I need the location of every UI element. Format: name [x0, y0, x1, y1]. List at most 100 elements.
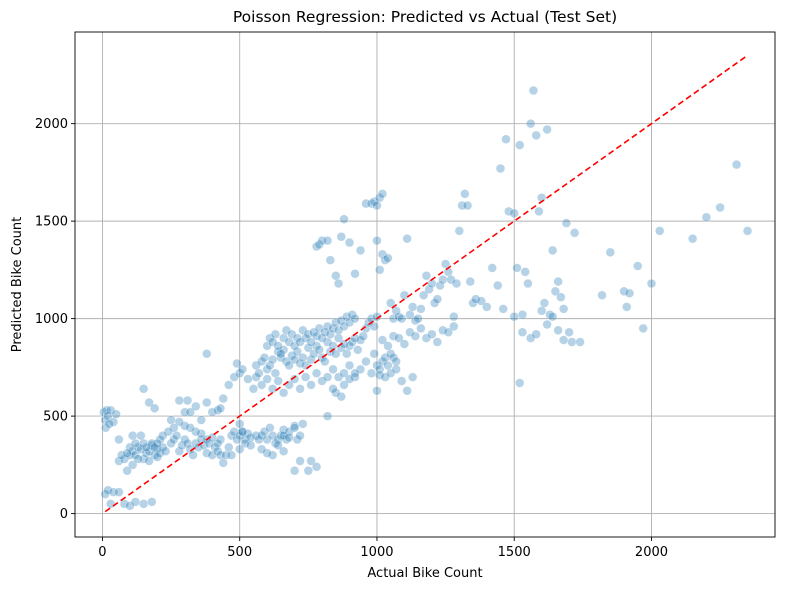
data-point [270, 368, 281, 378]
data-point [273, 376, 283, 386]
data-point [646, 278, 657, 289]
data-point [273, 440, 283, 451]
data-point [333, 372, 344, 382]
data-point [355, 364, 366, 374]
data-point [504, 206, 514, 217]
data-point [731, 159, 742, 170]
data-point [235, 419, 245, 429]
data-point [539, 298, 550, 308]
data-point [424, 284, 434, 295]
data-point [207, 407, 217, 417]
x-tick-label: 0 [98, 545, 106, 560]
data-point [262, 448, 272, 458]
data-point [687, 234, 698, 244]
data-point [246, 440, 256, 451]
data-point [298, 419, 308, 429]
data-point [136, 430, 146, 441]
data-point [556, 292, 566, 302]
data-point [106, 405, 116, 415]
data-point [512, 263, 522, 273]
data-point [715, 202, 725, 213]
data-point [344, 360, 355, 371]
data-point [531, 130, 541, 140]
data-point [298, 352, 308, 363]
data-point [336, 391, 346, 402]
y-tick-label: 500 [43, 410, 68, 425]
data-point [188, 450, 198, 460]
data-point [229, 372, 239, 382]
data-point [542, 124, 552, 135]
y-axis-label: Predicted Bike Count [10, 217, 25, 353]
data-point [465, 276, 475, 287]
data-point [191, 427, 201, 437]
data-point [487, 263, 497, 273]
data-point [358, 331, 368, 341]
data-point [742, 226, 753, 236]
data-point [383, 360, 393, 371]
data-point [281, 325, 292, 335]
data-point [394, 333, 404, 343]
x-tick-label: 500 [227, 545, 252, 560]
data-point [306, 456, 316, 466]
data-point [476, 296, 486, 306]
data-point [182, 438, 193, 449]
data-point [547, 312, 558, 322]
data-point [138, 499, 149, 509]
data-point [314, 345, 324, 355]
data-point [117, 450, 127, 460]
data-point [355, 245, 366, 256]
data-point [515, 140, 525, 150]
data-point [138, 454, 149, 464]
data-point [558, 304, 569, 314]
grid [75, 32, 775, 537]
data-point [265, 360, 275, 371]
data-point [339, 380, 349, 390]
data-point [270, 329, 281, 339]
data-point [561, 218, 572, 228]
data-point [306, 380, 316, 390]
data-point [547, 245, 558, 256]
data-point [122, 448, 132, 458]
data-point [399, 290, 410, 300]
data-point [361, 356, 371, 367]
data-point [180, 421, 190, 431]
data-point [306, 354, 316, 365]
data-point [328, 323, 338, 334]
data-point [391, 306, 401, 316]
data-point [333, 333, 344, 343]
data-point [462, 200, 473, 211]
data-point [317, 333, 327, 343]
data-point [284, 360, 294, 371]
data-point [262, 374, 272, 384]
data-point [278, 388, 289, 398]
data-point [550, 286, 561, 296]
data-point [196, 429, 206, 439]
data-point [322, 235, 333, 246]
data-point [372, 386, 382, 396]
data-point [174, 446, 184, 456]
data-point [289, 374, 300, 384]
data-point [449, 321, 459, 332]
data-point [166, 415, 176, 425]
data-point [232, 358, 242, 369]
data-point [564, 327, 574, 337]
data-point [553, 325, 563, 335]
data-point [320, 327, 330, 337]
data-point [267, 354, 278, 365]
data-point [325, 329, 335, 339]
data-point [127, 430, 138, 441]
data-point [517, 327, 528, 337]
data-point [372, 200, 382, 211]
data-point [344, 374, 355, 384]
data-point [111, 409, 121, 419]
data-point [391, 356, 401, 367]
data-point [287, 329, 297, 339]
data-point [454, 226, 464, 236]
data-point [237, 427, 248, 437]
data-point [331, 271, 341, 281]
data-point [235, 444, 245, 454]
data-point [567, 337, 577, 347]
reference-line [104, 54, 749, 513]
data-point [248, 384, 259, 394]
data-point [254, 368, 264, 378]
